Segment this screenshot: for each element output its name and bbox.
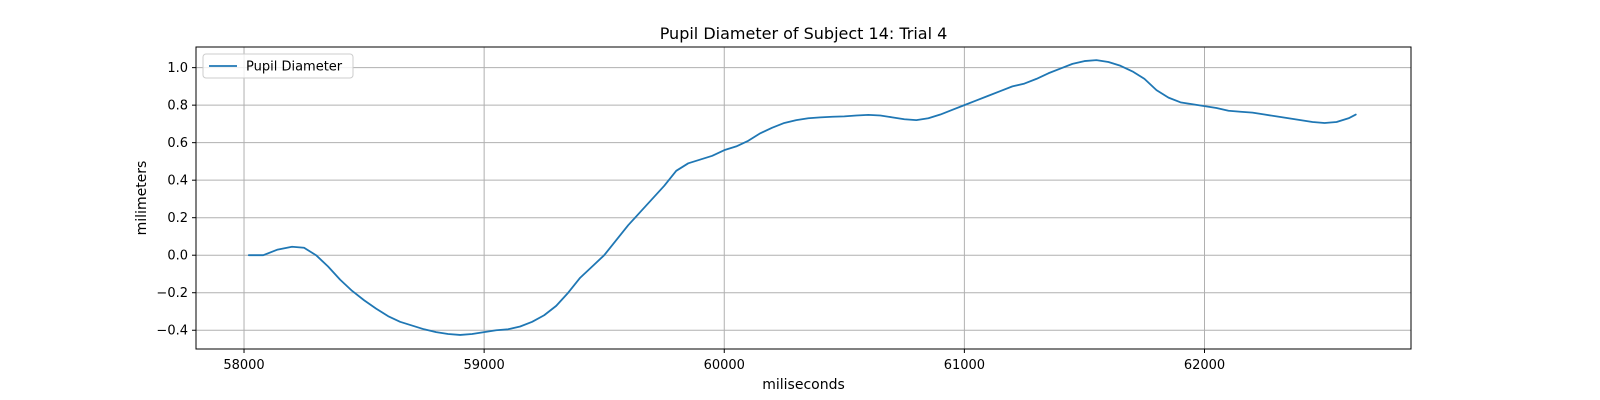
legend: Pupil Diameter <box>202 53 354 79</box>
x-tick-label: 60000 <box>704 358 745 373</box>
grid-layer <box>196 47 1411 349</box>
x-axis-title: miliseconds <box>762 377 845 393</box>
x-tick-label: 62000 <box>1184 358 1225 373</box>
y-axis-title: milimeters <box>134 161 150 236</box>
y-tick-label: 0.6 <box>167 136 188 151</box>
series-line-pupil-diameter <box>247 59 1357 336</box>
y-tick-label: 0.4 <box>167 174 188 189</box>
legend-box <box>202 53 354 79</box>
y-tick-label: −0.4 <box>156 324 188 339</box>
x-tick-label: 59000 <box>463 358 504 373</box>
chart-title: Pupil Diameter of Subject 14: Trial 4 <box>660 24 948 43</box>
series-layer <box>247 59 1357 336</box>
y-tick-label: −0.2 <box>156 286 188 301</box>
plot-frame <box>195 46 1412 350</box>
y-tick-label: 0.8 <box>167 99 188 114</box>
x-tick-label: 58000 <box>223 358 264 373</box>
y-tick-label: 0.2 <box>167 211 188 226</box>
y-tick-label: 1.0 <box>167 61 188 76</box>
x-tick-label: 61000 <box>944 358 985 373</box>
legend-label: Pupil Diameter <box>246 60 343 75</box>
tick-layer: 58000 59000 60000 61000 62000 −0.4 −0.2 0.0 0.2 0… <box>156 61 1225 373</box>
y-tick-label: 0.0 <box>167 249 188 264</box>
